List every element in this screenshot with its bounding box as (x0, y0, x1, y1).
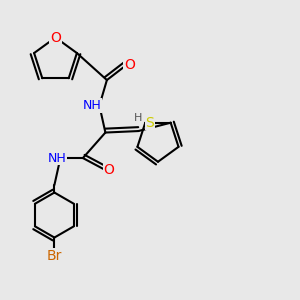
Text: Br: Br (47, 248, 62, 262)
Text: O: O (50, 31, 61, 44)
Text: NH: NH (82, 99, 101, 112)
Text: NH: NH (48, 152, 67, 164)
Text: O: O (103, 163, 114, 177)
Text: S: S (146, 116, 154, 130)
Text: O: O (124, 58, 135, 72)
Text: H: H (134, 112, 142, 122)
